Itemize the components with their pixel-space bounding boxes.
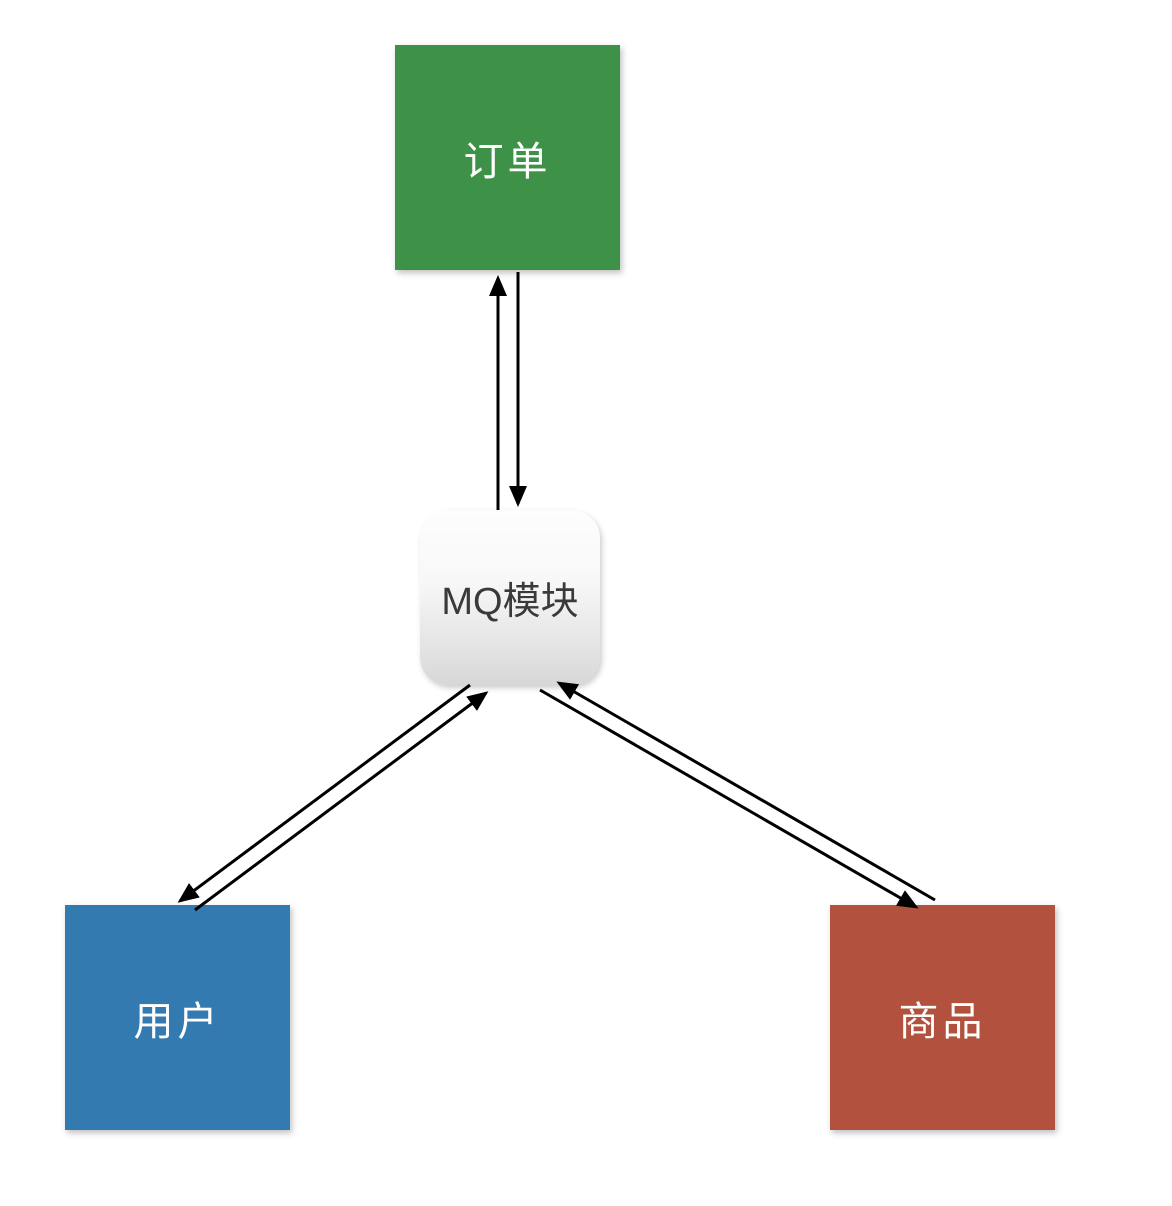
node-mq: MQ模块	[420, 510, 600, 685]
edge-product-to-mq	[559, 683, 935, 900]
node-user: 用户	[65, 905, 290, 1130]
node-product: 商品	[830, 905, 1055, 1130]
node-order-label: 订单	[464, 129, 552, 187]
edge-mq-to-product	[540, 690, 916, 907]
node-mq-label: MQ模块	[441, 570, 578, 625]
node-product-label: 商品	[899, 989, 987, 1047]
edge-user-to-mq	[195, 693, 486, 910]
node-user-label: 用户	[134, 989, 222, 1047]
edge-mq-to-user	[180, 685, 470, 901]
node-order: 订单	[395, 45, 620, 270]
